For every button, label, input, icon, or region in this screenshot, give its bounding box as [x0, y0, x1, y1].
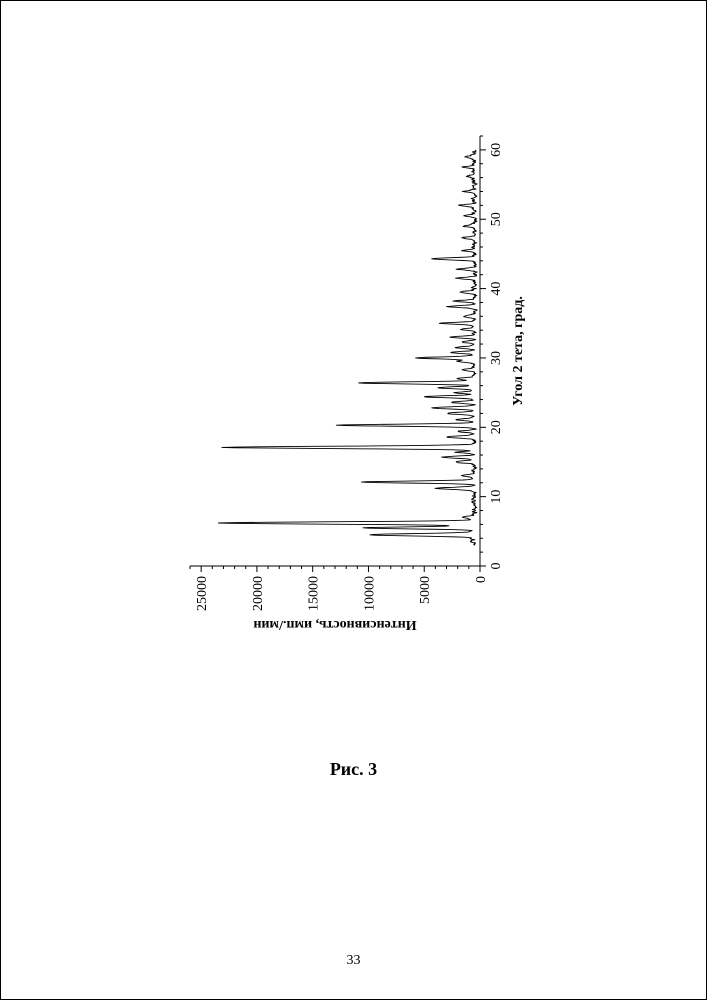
y-tick-label: 0: [474, 576, 489, 583]
y-tick-label: 15000: [307, 576, 322, 611]
x-tick-label: 30: [489, 351, 504, 365]
y-axis-title: Интенсивность, имп./мин: [253, 617, 416, 632]
y-tick-label: 10000: [362, 576, 377, 611]
xrd-chart: 0 10 20 30 40 50 60 0 5000 10000 15000 20000 25000 Уг…: [175, 121, 535, 641]
y-tick-label: 5000: [418, 576, 433, 604]
x-axis-title: Угол 2 тета, град.: [511, 296, 526, 406]
x-tick-label: 50: [489, 212, 504, 226]
figure-caption: Рис. 3: [1, 759, 706, 780]
y-tick-label: 20000: [251, 576, 266, 611]
x-tick-label: 40: [489, 282, 504, 296]
x-tick-label: 0: [489, 563, 504, 570]
xrd-data-line: [218, 150, 477, 545]
xrd-chart-container: 0 10 20 30 40 50 60 0 5000 10000 15000 20000 25000 Уг…: [175, 121, 535, 641]
x-tick-label: 10: [489, 490, 504, 504]
x-tick-label: 60: [489, 143, 504, 157]
x-tick-label: 20: [489, 420, 504, 434]
y-tick-label: 25000: [195, 576, 210, 611]
page-number: 33: [1, 953, 706, 969]
page: 0 10 20 30 40 50 60 0 5000 10000 15000 20000 25000 Уг…: [0, 0, 707, 1000]
